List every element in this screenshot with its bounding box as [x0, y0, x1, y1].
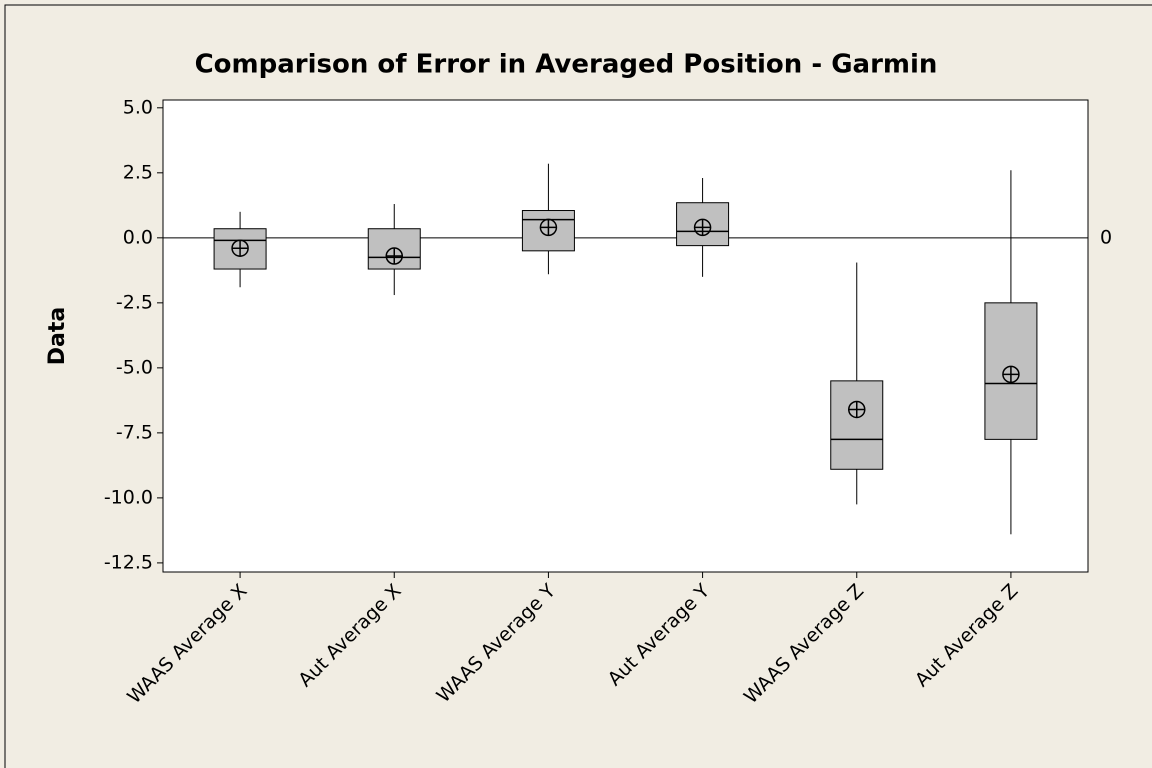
mean-marker — [1002, 365, 1020, 384]
chart-title: Comparison of Error in Averaged Position… — [195, 50, 938, 80]
reference-label: 0 — [1100, 226, 1112, 248]
mean-marker — [693, 218, 712, 237]
mean-marker — [385, 247, 403, 265]
y-tick-label: 5.0 — [123, 96, 153, 118]
y-tick-label: -2.5 — [116, 291, 153, 313]
plot-area — [162, 99, 1089, 573]
y-tick-label: 0.0 — [123, 226, 153, 248]
y-tick-label: 2.5 — [123, 161, 153, 183]
mean-marker — [539, 218, 558, 237]
y-tick-label: -12.5 — [104, 551, 153, 573]
y-tick-label: -7.5 — [116, 421, 153, 443]
y-tick-label: -10.0 — [104, 486, 153, 508]
y-axis-label: Data — [45, 307, 70, 365]
y-tick-label: -5.0 — [116, 356, 153, 378]
mean-marker — [848, 400, 866, 419]
mean-marker — [231, 239, 249, 257]
box — [830, 380, 884, 470]
